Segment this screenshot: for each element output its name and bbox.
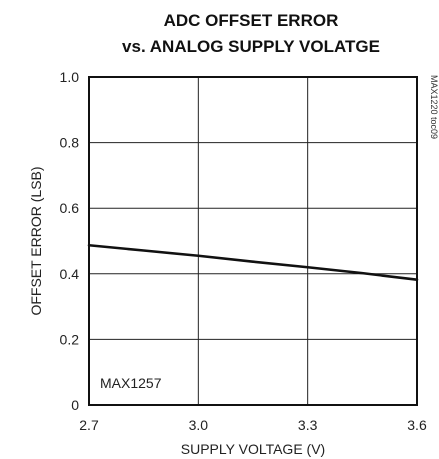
x-axis-label: SUPPLY VOLTAGE (V): [181, 441, 325, 457]
chart-title-line-2: vs. ANALOG SUPPLY VOLATGE: [122, 37, 380, 56]
x-tick-label: 2.7: [79, 417, 99, 433]
plot-frame: [88, 76, 418, 406]
y-tick-label: 0.6: [60, 200, 80, 216]
y-tick-label: 1.0: [60, 69, 80, 85]
x-tick-label: 3.6: [407, 417, 427, 433]
offset-error-line: [87, 243, 419, 282]
document-id-label: MAX1220 toc09: [429, 75, 439, 139]
y-tick-label: 0: [71, 397, 79, 413]
y-tick-label: 0.8: [60, 135, 80, 151]
y-axis-ticks: 0 0.2 0.4 0.6 0.8 1.0: [60, 69, 80, 413]
chart-title-line-1: ADC OFFSET ERROR: [164, 11, 339, 30]
grid: [89, 77, 417, 405]
x-tick-label: 3.0: [189, 417, 209, 433]
y-axis-label: OFFSET ERROR (LSB): [28, 166, 44, 315]
part-number-label: MAX1257: [100, 375, 162, 391]
y-tick-label: 0.2: [60, 331, 80, 347]
x-axis-ticks: 2.7 3.0 3.3 3.6: [79, 417, 427, 433]
series-group: [87, 243, 419, 282]
y-tick-label: 0.4: [60, 266, 80, 282]
x-tick-label: 3.3: [298, 417, 318, 433]
